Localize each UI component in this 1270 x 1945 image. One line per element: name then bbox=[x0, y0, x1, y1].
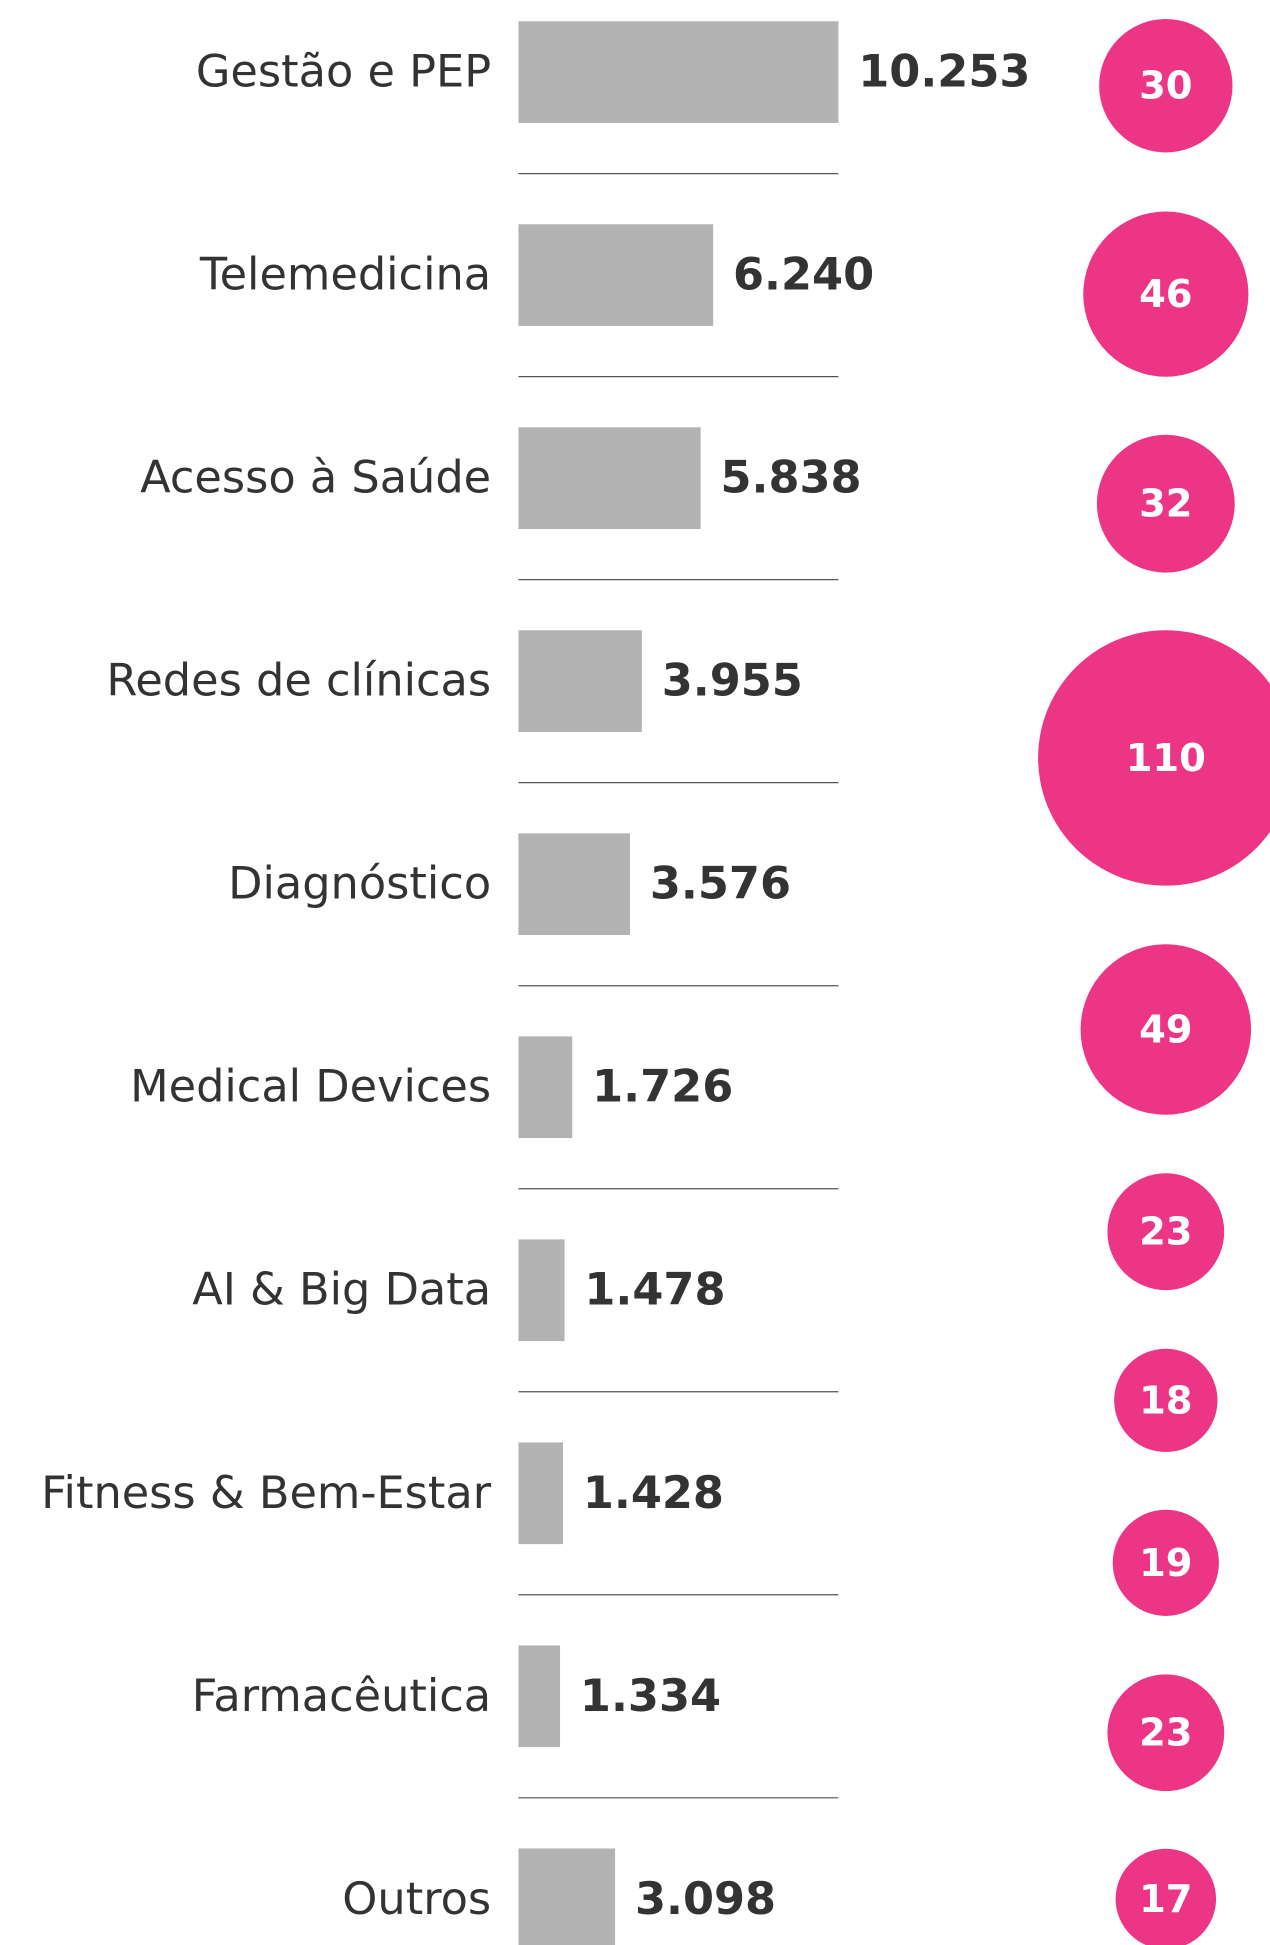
category-label: AI & Big Data bbox=[192, 1264, 491, 1316]
category-label: Gestão e PEP bbox=[196, 46, 491, 98]
value-label: 1.478 bbox=[584, 1264, 725, 1316]
bubble-label: 17 bbox=[1139, 1877, 1193, 1922]
bubble bbox=[1083, 211, 1249, 377]
bubble bbox=[1112, 1509, 1219, 1616]
bar bbox=[518, 1645, 561, 1748]
bar bbox=[518, 833, 631, 936]
bubble bbox=[1096, 434, 1235, 573]
bubble bbox=[1115, 1848, 1217, 1945]
category-label: Diagnóstico bbox=[228, 858, 491, 910]
bubble bbox=[1114, 1348, 1218, 1453]
category-label: Acesso à Saúde bbox=[140, 452, 491, 504]
bar bbox=[518, 1036, 573, 1139]
category-label: Telemedicina bbox=[199, 249, 491, 301]
bar bbox=[518, 224, 714, 326]
bar bbox=[518, 1239, 565, 1342]
value-label: 3.955 bbox=[662, 655, 803, 707]
bubble bbox=[1107, 1173, 1225, 1291]
bar bbox=[518, 427, 701, 529]
value-label: 3.576 bbox=[650, 858, 791, 910]
value-label: 5.838 bbox=[720, 452, 861, 504]
bar bbox=[518, 1442, 563, 1545]
bubble-label: 23 bbox=[1139, 1210, 1193, 1255]
value-label: 1.726 bbox=[592, 1061, 733, 1113]
bar bbox=[518, 630, 642, 733]
bubble-label: 49 bbox=[1139, 1008, 1193, 1053]
category-label: Outros bbox=[342, 1873, 491, 1925]
category-label: Redes de clínicas bbox=[106, 655, 491, 707]
bubble bbox=[1099, 19, 1233, 153]
bar bbox=[518, 1848, 616, 1945]
bar bbox=[518, 21, 839, 123]
bubble bbox=[1107, 1674, 1225, 1792]
bubble-label: 18 bbox=[1139, 1378, 1193, 1423]
category-label: Farmacêutica bbox=[192, 1670, 491, 1722]
category-label: Fitness & Bem-Estar bbox=[41, 1467, 492, 1519]
bubble-label: 30 bbox=[1139, 64, 1193, 109]
bubble-label: 32 bbox=[1139, 482, 1193, 527]
value-label: 10.253 bbox=[858, 46, 1030, 98]
bubble-label: 110 bbox=[1126, 736, 1206, 781]
value-label: 1.334 bbox=[580, 1670, 721, 1722]
value-label: 1.428 bbox=[583, 1467, 724, 1519]
bubble bbox=[1038, 630, 1270, 886]
bubble-label: 19 bbox=[1139, 1541, 1193, 1586]
value-label: 3.098 bbox=[635, 1873, 776, 1925]
category-label: Medical Devices bbox=[130, 1061, 491, 1113]
bubble-label: 46 bbox=[1139, 272, 1193, 317]
bubble-label: 23 bbox=[1139, 1711, 1193, 1756]
value-label: 6.240 bbox=[733, 249, 874, 301]
bubble bbox=[1080, 944, 1252, 1115]
